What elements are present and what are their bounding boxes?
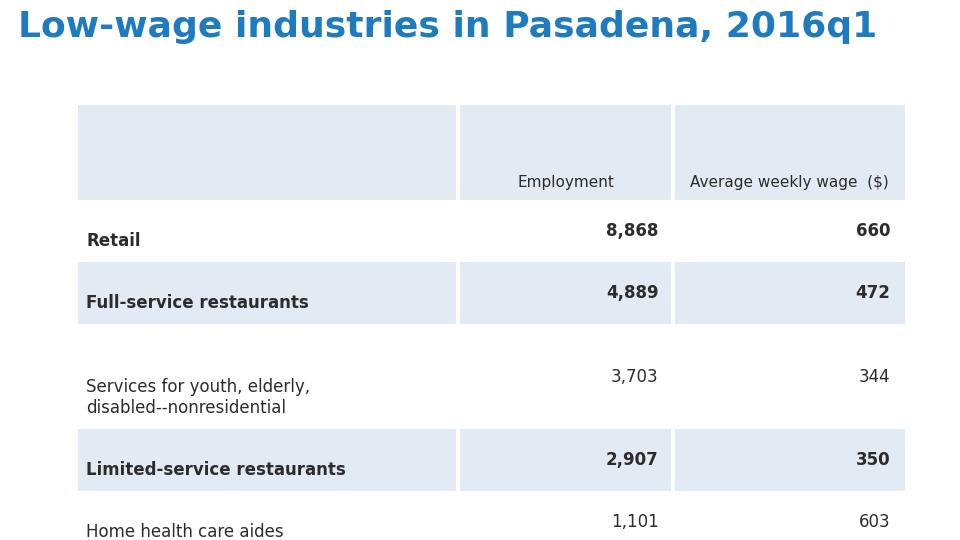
Text: 3,703: 3,703 <box>611 368 659 386</box>
Bar <box>78 491 905 540</box>
Text: 603: 603 <box>858 513 890 531</box>
Text: Low-wage industries in Pasadena, 2016q1: Low-wage industries in Pasadena, 2016q1 <box>18 10 877 44</box>
Bar <box>78 262 905 324</box>
Text: 2,907: 2,907 <box>606 451 659 469</box>
Text: 472: 472 <box>855 284 890 302</box>
Text: 1,101: 1,101 <box>611 513 659 531</box>
Text: Limited-service restaurants: Limited-service restaurants <box>86 461 346 479</box>
Text: 350: 350 <box>855 451 890 469</box>
Text: Home health care aides: Home health care aides <box>86 523 283 540</box>
Text: 344: 344 <box>858 368 890 386</box>
Text: Full-service restaurants: Full-service restaurants <box>86 294 309 312</box>
Bar <box>78 429 905 491</box>
Bar <box>78 324 905 429</box>
Text: Services for youth, elderly,
disabled--nonresidential: Services for youth, elderly, disabled--n… <box>86 378 310 417</box>
Bar <box>78 105 905 200</box>
Text: Employment: Employment <box>517 175 614 190</box>
Text: Retail: Retail <box>86 232 140 250</box>
Text: 660: 660 <box>855 222 890 240</box>
Text: Average weekly wage  ($): Average weekly wage ($) <box>690 175 889 190</box>
Bar <box>78 200 905 262</box>
Text: 4,889: 4,889 <box>606 284 659 302</box>
Text: 8,868: 8,868 <box>606 222 659 240</box>
